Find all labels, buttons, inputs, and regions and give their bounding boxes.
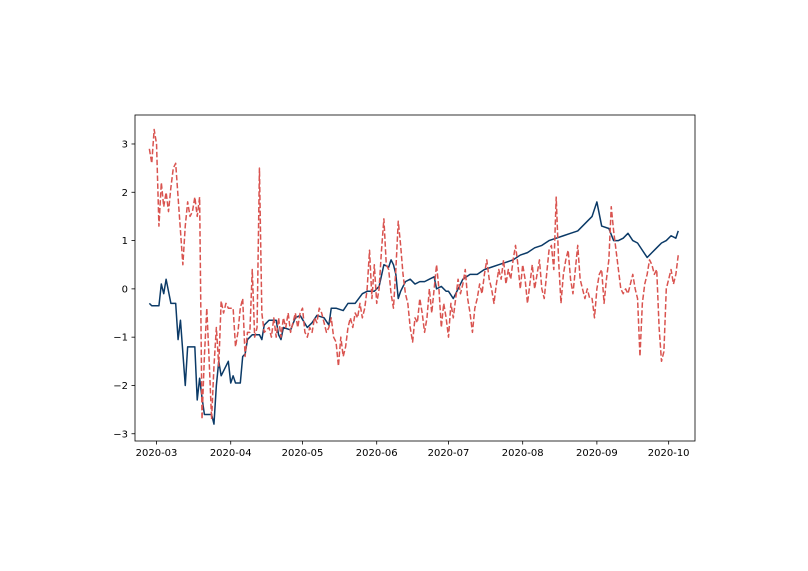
series-line-1 xyxy=(148,201,679,425)
x-tick-label: 2020-09 xyxy=(576,448,618,459)
y-axis: −3 −2 −1 0 1 2 3 xyxy=(113,139,135,440)
y-tick-label: −3 xyxy=(113,429,128,440)
x-tick-label: 2020-04 xyxy=(210,448,252,459)
x-tick-label: 2020-05 xyxy=(282,448,324,459)
x-tick-label: 2020-07 xyxy=(428,448,470,459)
y-tick-label: 2 xyxy=(122,188,128,199)
series-layer xyxy=(148,128,679,425)
plot-background xyxy=(135,115,695,441)
x-tick-label: 2020-10 xyxy=(648,448,690,459)
x-tick-label: 2020-06 xyxy=(356,448,398,459)
y-tick-label: −1 xyxy=(113,333,128,344)
series-line-2 xyxy=(148,128,679,421)
y-tick-label: 3 xyxy=(122,139,128,150)
x-tick-label: 2020-03 xyxy=(136,448,178,459)
y-tick-label: −2 xyxy=(113,381,128,392)
x-axis: 2020-03 2020-04 2020-05 2020-06 2020-07 2020-… xyxy=(136,441,690,459)
x-tick-label: 2020-08 xyxy=(502,448,544,459)
y-tick-label: 1 xyxy=(122,236,128,247)
y-tick-label: 0 xyxy=(122,284,128,295)
plot-frame xyxy=(134,114,696,442)
